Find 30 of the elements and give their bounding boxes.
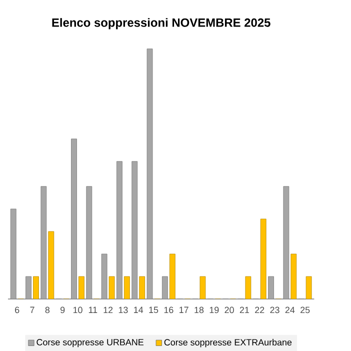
x-tick-label: 18 xyxy=(194,306,204,314)
x-tick-label: 6 xyxy=(15,306,20,314)
bar xyxy=(260,218,266,299)
x-tick-label: 9 xyxy=(60,306,65,314)
bar xyxy=(10,208,16,299)
chart-title: Elenco soppressioni NOVEMBRE 2025 xyxy=(52,18,270,30)
x-tick-label: 7 xyxy=(30,306,34,313)
bar xyxy=(71,138,77,299)
x-tick-label: 19 xyxy=(210,306,219,314)
legend-label: Corse soppresse EXTRAurbane xyxy=(164,338,292,348)
x-tick-label: 21 xyxy=(240,306,249,314)
x-tick-label: 25 xyxy=(300,306,310,314)
x-tick-label: 14 xyxy=(134,306,144,313)
x-tick-label: 24 xyxy=(285,306,295,314)
x-tick-label: 22 xyxy=(255,306,264,314)
x-tick-label: 12 xyxy=(104,306,113,314)
x-tick-label: 10 xyxy=(73,306,82,314)
x-tick-label: 13 xyxy=(118,306,128,314)
x-tick-label: 20 xyxy=(224,306,234,314)
x-tick-label: 16 xyxy=(164,306,174,314)
bar xyxy=(132,161,138,299)
bar xyxy=(116,161,122,299)
x-tick-label: 11 xyxy=(88,306,98,313)
legend-label: Corse soppresse URBANE xyxy=(36,339,144,348)
x-tick-label: 17 xyxy=(180,306,188,313)
bar xyxy=(48,231,54,299)
x-tick-label: 23 xyxy=(270,306,280,314)
x-tick-label: 15 xyxy=(149,306,158,314)
x-tick-label: 8 xyxy=(45,306,50,314)
bar xyxy=(86,186,92,299)
